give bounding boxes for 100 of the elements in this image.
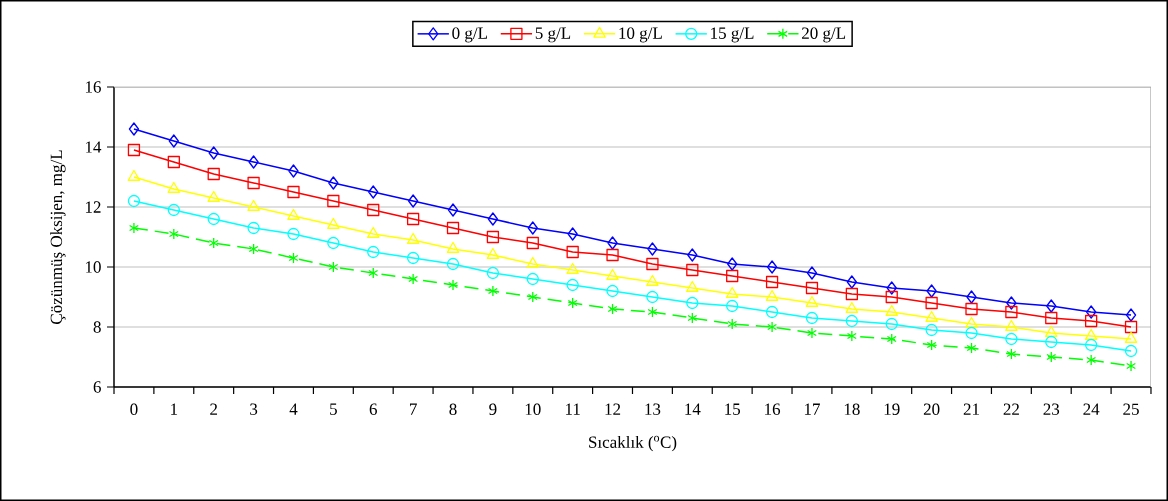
- point: [725, 286, 739, 298]
- point: [1005, 319, 1018, 331]
- point: [885, 290, 898, 304]
- point: [128, 222, 139, 234]
- x-tick-label: 7: [409, 403, 417, 415]
- point: [248, 155, 259, 169]
- point: [1044, 325, 1058, 337]
- point: [207, 167, 220, 181]
- point: [367, 245, 380, 259]
- point: [328, 176, 339, 190]
- point: [448, 279, 458, 291]
- point: [606, 284, 619, 298]
- point: [406, 212, 420, 226]
- x-tick-label: 10: [525, 403, 541, 416]
- point: [1006, 296, 1017, 310]
- x-tick-label: 5: [330, 403, 337, 415]
- point: [287, 227, 300, 241]
- point: [1085, 338, 1098, 352]
- point: [327, 217, 340, 229]
- point: [805, 281, 819, 295]
- point: [1046, 351, 1057, 363]
- point: [287, 185, 300, 199]
- point: [288, 252, 299, 264]
- point: [926, 284, 937, 298]
- point: [846, 275, 857, 289]
- point: [1005, 332, 1018, 346]
- point: [128, 122, 140, 136]
- x-tick-label: 15: [725, 403, 741, 415]
- point: [1124, 344, 1138, 358]
- point: [766, 260, 778, 274]
- point: [446, 257, 460, 271]
- point: [885, 304, 899, 316]
- x-tick-label: 23: [1043, 403, 1060, 415]
- point: [686, 263, 699, 277]
- point: [208, 237, 219, 249]
- point: [687, 248, 698, 262]
- point: [168, 228, 179, 240]
- point: [845, 301, 859, 313]
- x-tick-label: 14: [685, 403, 701, 415]
- point: [406, 232, 420, 244]
- point: [686, 296, 699, 310]
- point: [806, 327, 817, 339]
- point: [566, 278, 579, 292]
- point: [647, 306, 658, 318]
- point: [606, 248, 619, 262]
- point: [367, 203, 380, 217]
- x-tick-label: 19: [884, 403, 900, 415]
- point: [1045, 311, 1058, 325]
- point: [366, 226, 380, 238]
- point: [368, 185, 379, 199]
- point: [248, 243, 259, 255]
- point: [566, 245, 579, 259]
- x-tick-label: 24: [1083, 403, 1100, 415]
- point: [1125, 308, 1137, 322]
- point: [487, 212, 499, 226]
- point: [925, 310, 938, 322]
- point: [646, 274, 659, 286]
- point: [328, 261, 339, 273]
- x-tick-label: 18: [844, 403, 860, 416]
- legend-label: 15 g/L: [711, 27, 754, 43]
- point: [805, 311, 819, 325]
- point: [805, 295, 819, 307]
- point: [886, 281, 897, 295]
- point: [486, 266, 500, 280]
- x-tick-label: 25: [1123, 403, 1139, 415]
- point: [327, 194, 340, 208]
- y-tick-label: 10: [85, 261, 101, 273]
- point: [167, 181, 181, 193]
- point: [727, 318, 738, 330]
- point: [1006, 348, 1017, 360]
- y-tick-label: 14: [85, 141, 102, 153]
- y-tick-label: 6: [93, 381, 101, 393]
- point: [965, 326, 978, 340]
- point: [567, 297, 578, 309]
- point: [1086, 305, 1097, 319]
- x-tick-label: 8: [449, 403, 457, 416]
- point: [925, 323, 938, 337]
- x-tick-label: 17: [804, 403, 820, 415]
- x-tick-label: 13: [645, 403, 661, 415]
- point: [526, 256, 540, 268]
- point: [247, 176, 260, 190]
- point: [965, 302, 978, 316]
- x-tick-label: 9: [489, 403, 497, 415]
- point: [966, 342, 977, 354]
- x-tick-label: 3: [250, 403, 258, 415]
- point: [247, 221, 260, 235]
- point: [368, 267, 379, 279]
- point: [607, 303, 618, 315]
- point: [567, 227, 578, 241]
- point: [607, 236, 618, 250]
- x-tick-label: 6: [369, 403, 377, 415]
- x-tick-label: 11: [565, 403, 580, 415]
- point: [208, 146, 219, 160]
- point: [646, 290, 659, 304]
- legend-label: 0 g/L: [452, 27, 487, 43]
- point: [886, 333, 897, 345]
- point: [167, 155, 180, 169]
- point: [726, 269, 739, 283]
- x-tick-label: 22: [1003, 403, 1019, 415]
- point: [1086, 354, 1097, 366]
